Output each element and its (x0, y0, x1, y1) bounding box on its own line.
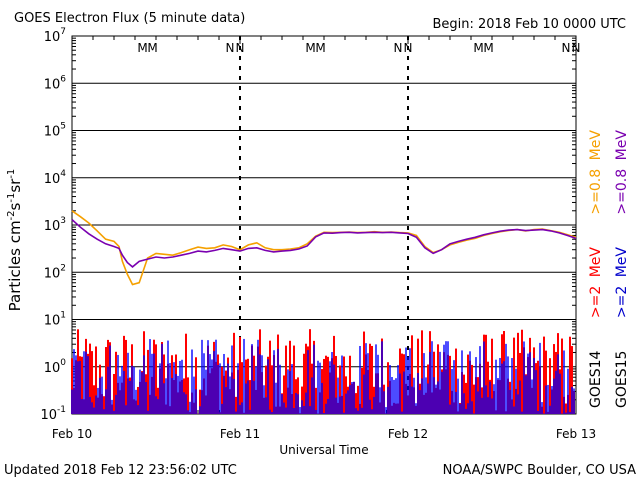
legend-goes14-unit1: MeV (588, 247, 604, 278)
x-tick-labels: Feb 10 Feb 11 Feb 12 Feb 13 (52, 427, 596, 441)
legend-goes14: GOES14 >=2 MeV >=0.8 MeV (588, 130, 604, 408)
updated-timestamp: Updated 2018 Feb 12 23:56:02 UTC (4, 463, 237, 478)
eclipse-marker-letter: M (315, 41, 325, 55)
y-tick-label: 106 (44, 74, 67, 92)
legend-goes15-sat: GOES15 (614, 351, 630, 408)
ylabel-mid2: sr (6, 178, 24, 193)
y-tick-label: 103 (44, 216, 66, 234)
eclipse-marker-letter: N (561, 41, 570, 55)
y-tick-label: 104 (44, 169, 67, 187)
eclipse-marker-letter: M (483, 41, 493, 55)
y-axis-label: Particles cm-2s-1sr-1 (6, 169, 24, 312)
legend-goes15-unit2: MeV (614, 130, 630, 161)
eclipse-marker-letter: N (225, 41, 234, 55)
series-line (71, 219, 577, 268)
eclipse-marker-letter: M (147, 41, 157, 55)
y-tick-label: 100 (44, 358, 67, 376)
eclipse-marker-letter: N (393, 41, 402, 55)
chart-title: GOES Electron Flux (5 minute data) (14, 11, 245, 26)
legend-goes15: GOES15 >=2 MeV >=0.8 MeV (614, 130, 630, 408)
eclipse-marker-letter: M (137, 41, 147, 55)
x-tick-label: Feb 12 (388, 427, 428, 441)
eclipse-marker-letter: M (473, 41, 483, 55)
legend-goes14-mid: >=0.8 (588, 169, 604, 215)
y-tick-label: 105 (44, 122, 66, 140)
x-tick-label: Feb 13 (556, 427, 596, 441)
x-axis-label: Universal Time (279, 443, 368, 457)
ylabel-mid1: s (6, 202, 24, 210)
legend-goes14-sat: GOES14 (588, 350, 604, 408)
ylabel-exp2: -1 (6, 193, 17, 203)
svg-text:Particles cm-2s-1sr-1: Particles cm-2s-1sr-1 (6, 169, 24, 312)
legend-goes15-prefix: >=2 (614, 286, 630, 318)
legend-goes14-unit2: MeV (588, 130, 604, 161)
begin-timestamp: Begin: 2018 Feb 10 0000 UTC (432, 17, 626, 32)
y-tick-labels: 10-1 100 101 102 103 104 105 106 107 (40, 27, 66, 423)
y-tick-label: 101 (44, 311, 66, 329)
y-tick-label: 102 (44, 263, 66, 281)
series-lines (71, 210, 577, 286)
x-tick-label: Feb 11 (220, 427, 260, 441)
legend-goes15-unit1: MeV (614, 247, 630, 278)
x-tick-label: Feb 10 (52, 427, 92, 441)
eclipse-marker-letter: N (571, 41, 580, 55)
legend-goes15-mid: >=0.8 (614, 169, 630, 215)
y-tick-label: 10-1 (40, 405, 66, 423)
credit-text: NOAA/SWPC Boulder, CO USA (443, 463, 636, 478)
ylabel-exp3: -1 (6, 169, 17, 179)
legend-goes14-prefix: >=2 (588, 286, 604, 318)
eclipse-marker-letter: M (305, 41, 315, 55)
svg-text:GOES15 >=2 MeV: GOES15 >=2 MeV >=0.8 MeV (614, 130, 630, 408)
ylabel-exp1: -2 (6, 210, 17, 220)
eclipse-marker-letter: N (235, 41, 244, 55)
ylabel-base: Particles cm (6, 220, 24, 311)
y-tick-label: 107 (44, 27, 66, 45)
noise-bars (71, 329, 575, 414)
svg-text:GOES14 >=2 MeV: GOES14 >=2 MeV >=0.8 MeV (588, 130, 604, 408)
eclipse-marker-letter: N (403, 41, 412, 55)
